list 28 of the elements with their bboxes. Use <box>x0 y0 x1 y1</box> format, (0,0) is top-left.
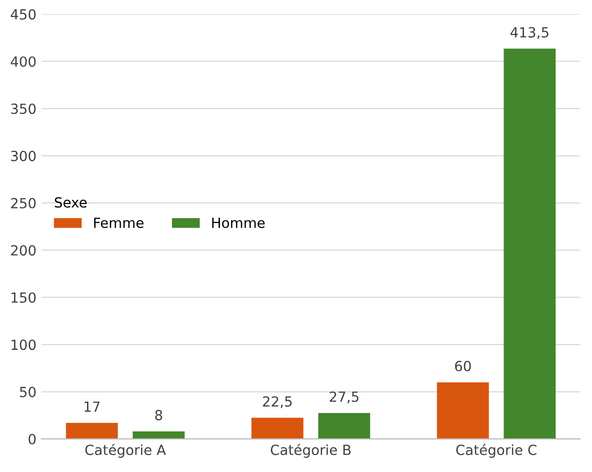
data-label: 27,5 <box>330 391 358 404</box>
x-tick-label: Catégorie A <box>85 444 166 458</box>
y-tick-label: 200 <box>11 245 36 256</box>
y-tick-label: 300 <box>11 150 36 162</box>
data-label: 17 <box>84 402 100 412</box>
legend-title: Sexe <box>54 197 87 208</box>
x-tick-label: Catégorie C <box>456 444 536 458</box>
bar <box>318 413 370 439</box>
y-tick-label: 100 <box>12 340 36 350</box>
data-label: 413,5 <box>510 27 548 40</box>
y-tick-label: 150 <box>12 292 36 303</box>
y-tick-label: 450 <box>10 9 36 20</box>
bar <box>504 48 556 439</box>
y-tick-label: 250 <box>11 198 36 208</box>
legend-label: Femme <box>94 218 144 228</box>
legend-label: Homme <box>212 218 265 228</box>
y-tick-label: 50 <box>20 386 36 398</box>
bar <box>132 431 185 439</box>
data-label: 60 <box>455 360 471 372</box>
x-tick-label: Catégorie B <box>270 444 351 458</box>
y-tick-label: 350 <box>11 104 36 114</box>
bar <box>251 418 304 439</box>
y-tick-label: 0 <box>28 434 36 444</box>
bar <box>436 382 489 439</box>
data-label: 8 <box>155 410 162 420</box>
bar <box>66 422 118 439</box>
data-label: 22,5 <box>262 396 292 408</box>
y-tick-label: 400 <box>10 56 36 67</box>
